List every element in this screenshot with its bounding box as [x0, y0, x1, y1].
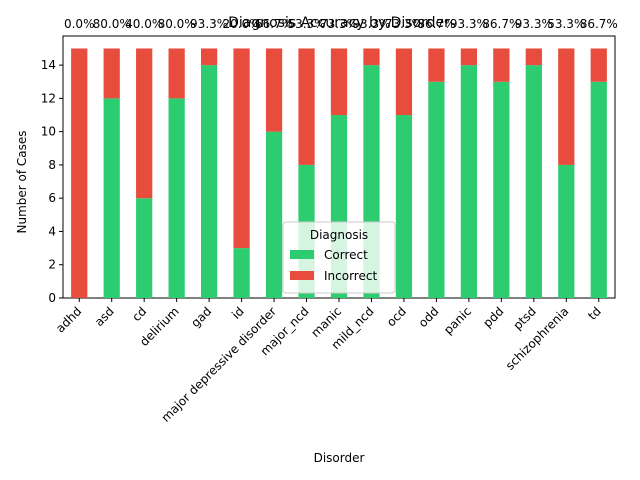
bar-incorrect-pdd	[493, 48, 510, 82]
accuracy-annotation: 93.3%	[352, 17, 390, 31]
x-tick-label: adhd	[53, 304, 84, 335]
bar-correct-odd	[428, 81, 445, 298]
accuracy-annotation: 93.3%	[515, 17, 553, 31]
x-tick-label: ptsd	[511, 304, 539, 332]
accuracy-annotation: 20.0%	[223, 17, 261, 31]
accuracy-annotation: 86.7%	[417, 17, 455, 31]
chart-title: Diagnosis Accuracy by Disorder	[228, 15, 450, 31]
accuracy-annotation: 73.3%	[320, 17, 358, 31]
bar-incorrect-major_ncd	[298, 48, 315, 165]
legend-label-correct: Correct	[324, 248, 368, 262]
y-tick-label: 0	[48, 291, 56, 305]
x-tick-label: asd	[92, 304, 117, 329]
accuracy-annotation: 86.7%	[580, 17, 618, 31]
accuracy-annotation: 53.3%	[287, 17, 325, 31]
bar-incorrect-td	[590, 48, 607, 82]
bar-incorrect-adhd	[71, 48, 88, 298]
y-tick-label: 14	[41, 58, 56, 72]
y-tick-label: 10	[41, 125, 56, 139]
bar-incorrect-panic	[460, 48, 477, 66]
accuracy-annotation: 86.7%	[482, 17, 520, 31]
bar-correct-ptsd	[525, 65, 542, 298]
accuracy-annotation: 93.3%	[190, 17, 228, 31]
x-tick-label: pdd	[480, 304, 506, 330]
bar-correct-major-depressive-disorder	[265, 131, 283, 298]
accuracy-annotation: 80.0%	[93, 17, 131, 31]
percent-annotations: 0.0%80.0%40.0%80.0%93.3%20.0%66.7%53.3%7…	[64, 17, 618, 31]
x-tick-label: odd	[416, 304, 442, 330]
x-tick-label: major depressive disorder	[159, 304, 280, 425]
bar-incorrect-major-depressive-disorder	[265, 48, 283, 132]
x-tick-label: gad	[188, 304, 214, 330]
bar-incorrect-id	[233, 48, 250, 249]
bar-correct-schizophrenia	[558, 164, 575, 298]
legend-title: Diagnosis	[310, 228, 368, 242]
bar-incorrect-gad	[201, 48, 218, 66]
y-tick-label: 2	[48, 258, 56, 272]
bar-correct-cd	[136, 198, 153, 298]
legend-swatch-incorrect	[290, 271, 314, 280]
x-tick-label: td	[585, 304, 604, 323]
x-tick-label: panic	[441, 304, 474, 337]
bar-incorrect-cd	[136, 48, 153, 199]
bar-correct-panic	[460, 65, 477, 298]
accuracy-annotation: 93.3%	[450, 17, 488, 31]
accuracy-annotation: 73.3%	[385, 17, 423, 31]
bar-incorrect-ptsd	[525, 48, 542, 66]
y-tick-label: 12	[41, 91, 56, 105]
bar-incorrect-mild_ncd	[363, 48, 380, 66]
y-axis: 0 2 4 6 8 10 12 14	[41, 58, 63, 305]
x-tick-label: cd	[129, 304, 149, 324]
x-tick-label: id	[229, 304, 247, 322]
y-tick-label: 6	[48, 191, 56, 205]
accuracy-annotation: 40.0%	[125, 17, 163, 31]
bars	[71, 48, 607, 299]
bar-correct-delirium	[168, 98, 185, 298]
bar-incorrect-manic	[330, 48, 348, 116]
bar-incorrect-ocd	[395, 48, 413, 116]
accuracy-annotation: 80.0%	[158, 17, 196, 31]
bar-incorrect-odd	[428, 48, 445, 82]
bar-incorrect-schizophrenia	[558, 48, 575, 165]
legend-swatch-correct	[290, 250, 314, 259]
bar-incorrect-asd	[103, 48, 120, 99]
legend-label-incorrect: Incorrect	[324, 269, 377, 283]
bar-correct-ocd	[395, 115, 413, 299]
bar-correct-asd	[103, 98, 120, 298]
bar-correct-td	[590, 81, 607, 298]
x-axis-title: Disorder	[314, 451, 365, 465]
bar-correct-gad	[201, 65, 218, 298]
accuracy-annotation: 66.7%	[255, 17, 293, 31]
x-tick-label: ocd	[384, 304, 409, 329]
bar-correct-pdd	[493, 81, 510, 298]
y-tick-label: 8	[48, 158, 56, 172]
y-axis-title: Number of Cases	[15, 130, 29, 233]
legend: Diagnosis Correct Incorrect	[282, 221, 396, 294]
bar-incorrect-delirium	[168, 48, 185, 99]
bar-correct-id	[233, 248, 250, 298]
accuracy-annotation: 53.3%	[547, 17, 585, 31]
accuracy-annotation: 0.0%	[64, 17, 95, 31]
y-tick-label: 4	[48, 224, 56, 238]
